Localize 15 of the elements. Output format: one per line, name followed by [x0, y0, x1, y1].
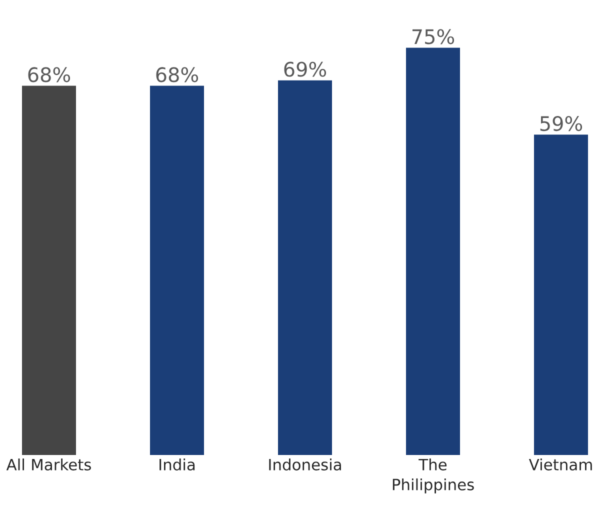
data-label: 68%: [156, 67, 198, 82]
data-label: 69%: [284, 62, 326, 77]
x-tick-label: The Philippines: [392, 458, 474, 494]
x-tick-label: Indonesia: [269, 458, 341, 470]
data-label: 59%: [540, 116, 582, 132]
data-label: 75%: [412, 29, 454, 44]
bar: [22, 86, 76, 455]
x-tick-label: Vietnam: [528, 458, 592, 470]
data-label: 68%: [28, 67, 70, 82]
bar: [150, 86, 204, 455]
bar: [278, 80, 332, 455]
x-tick-label: India: [160, 458, 195, 470]
bar: [534, 134, 588, 455]
x-tick-label: All Markets: [6, 458, 91, 470]
bar: [406, 48, 460, 455]
